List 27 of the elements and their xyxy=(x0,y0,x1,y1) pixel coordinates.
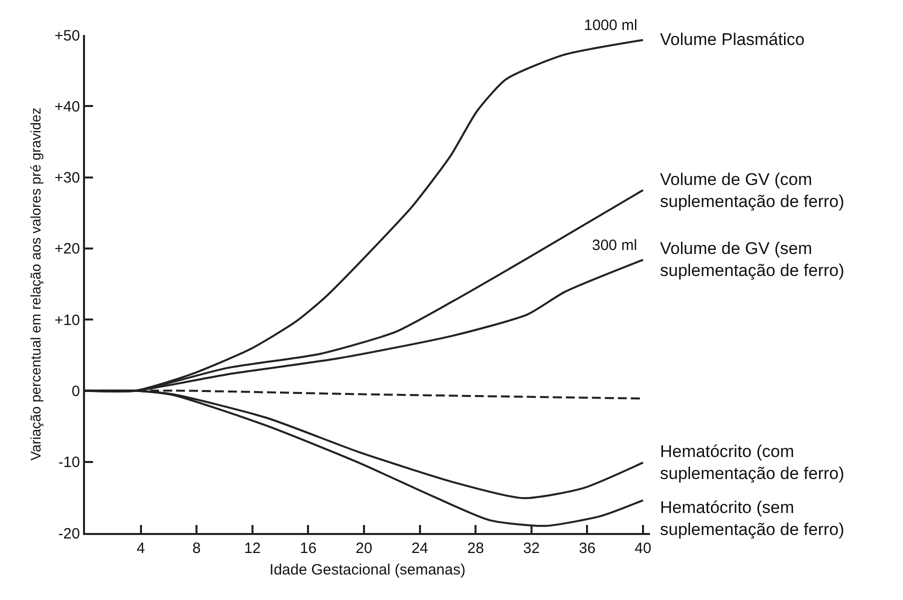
y-tick-label: +10 xyxy=(54,312,80,329)
x-tick-label: 8 xyxy=(192,540,201,557)
x-tick-label: 12 xyxy=(244,540,261,557)
y-tick-label: 0 xyxy=(72,382,80,400)
x-tick-label: 32 xyxy=(523,540,540,557)
y-tick-label: +50 xyxy=(54,27,80,44)
x-axis-title: Idade Gestacional (semanas) xyxy=(270,562,466,578)
y-tick-label: -20 xyxy=(58,525,80,542)
x-tick-label: 40 xyxy=(634,540,652,557)
y-tick-label: +40 xyxy=(54,98,80,116)
x-tick-label: 24 xyxy=(411,540,428,557)
series-label: Hematócrito (com suplementação de ferro) xyxy=(660,442,844,484)
x-tick-label: 16 xyxy=(300,540,317,557)
y-tick-label: +20 xyxy=(54,240,80,258)
y-tick-label: +30 xyxy=(54,170,80,187)
x-tick-label: 28 xyxy=(467,540,484,557)
series-label: Hematócrito (sem suplementação de ferro) xyxy=(660,498,844,540)
y-tick-label: -10 xyxy=(58,454,80,472)
annotation: 1000 ml xyxy=(584,17,638,34)
annotation: 300 ml xyxy=(592,237,638,254)
x-tick-label: 20 xyxy=(356,540,372,557)
series-label: Volume de GV (com suplementação de ferro) xyxy=(660,170,844,212)
series-label: Volume Plasmático xyxy=(660,30,805,49)
y-axis-title: Variação percentual em relação aos valores pré gravidez xyxy=(28,107,44,461)
series-label: Volume de GV (sem suplementação de ferro) xyxy=(660,239,844,280)
x-tick-label: 4 xyxy=(136,540,145,557)
x-tick-label: 36 xyxy=(578,540,596,557)
